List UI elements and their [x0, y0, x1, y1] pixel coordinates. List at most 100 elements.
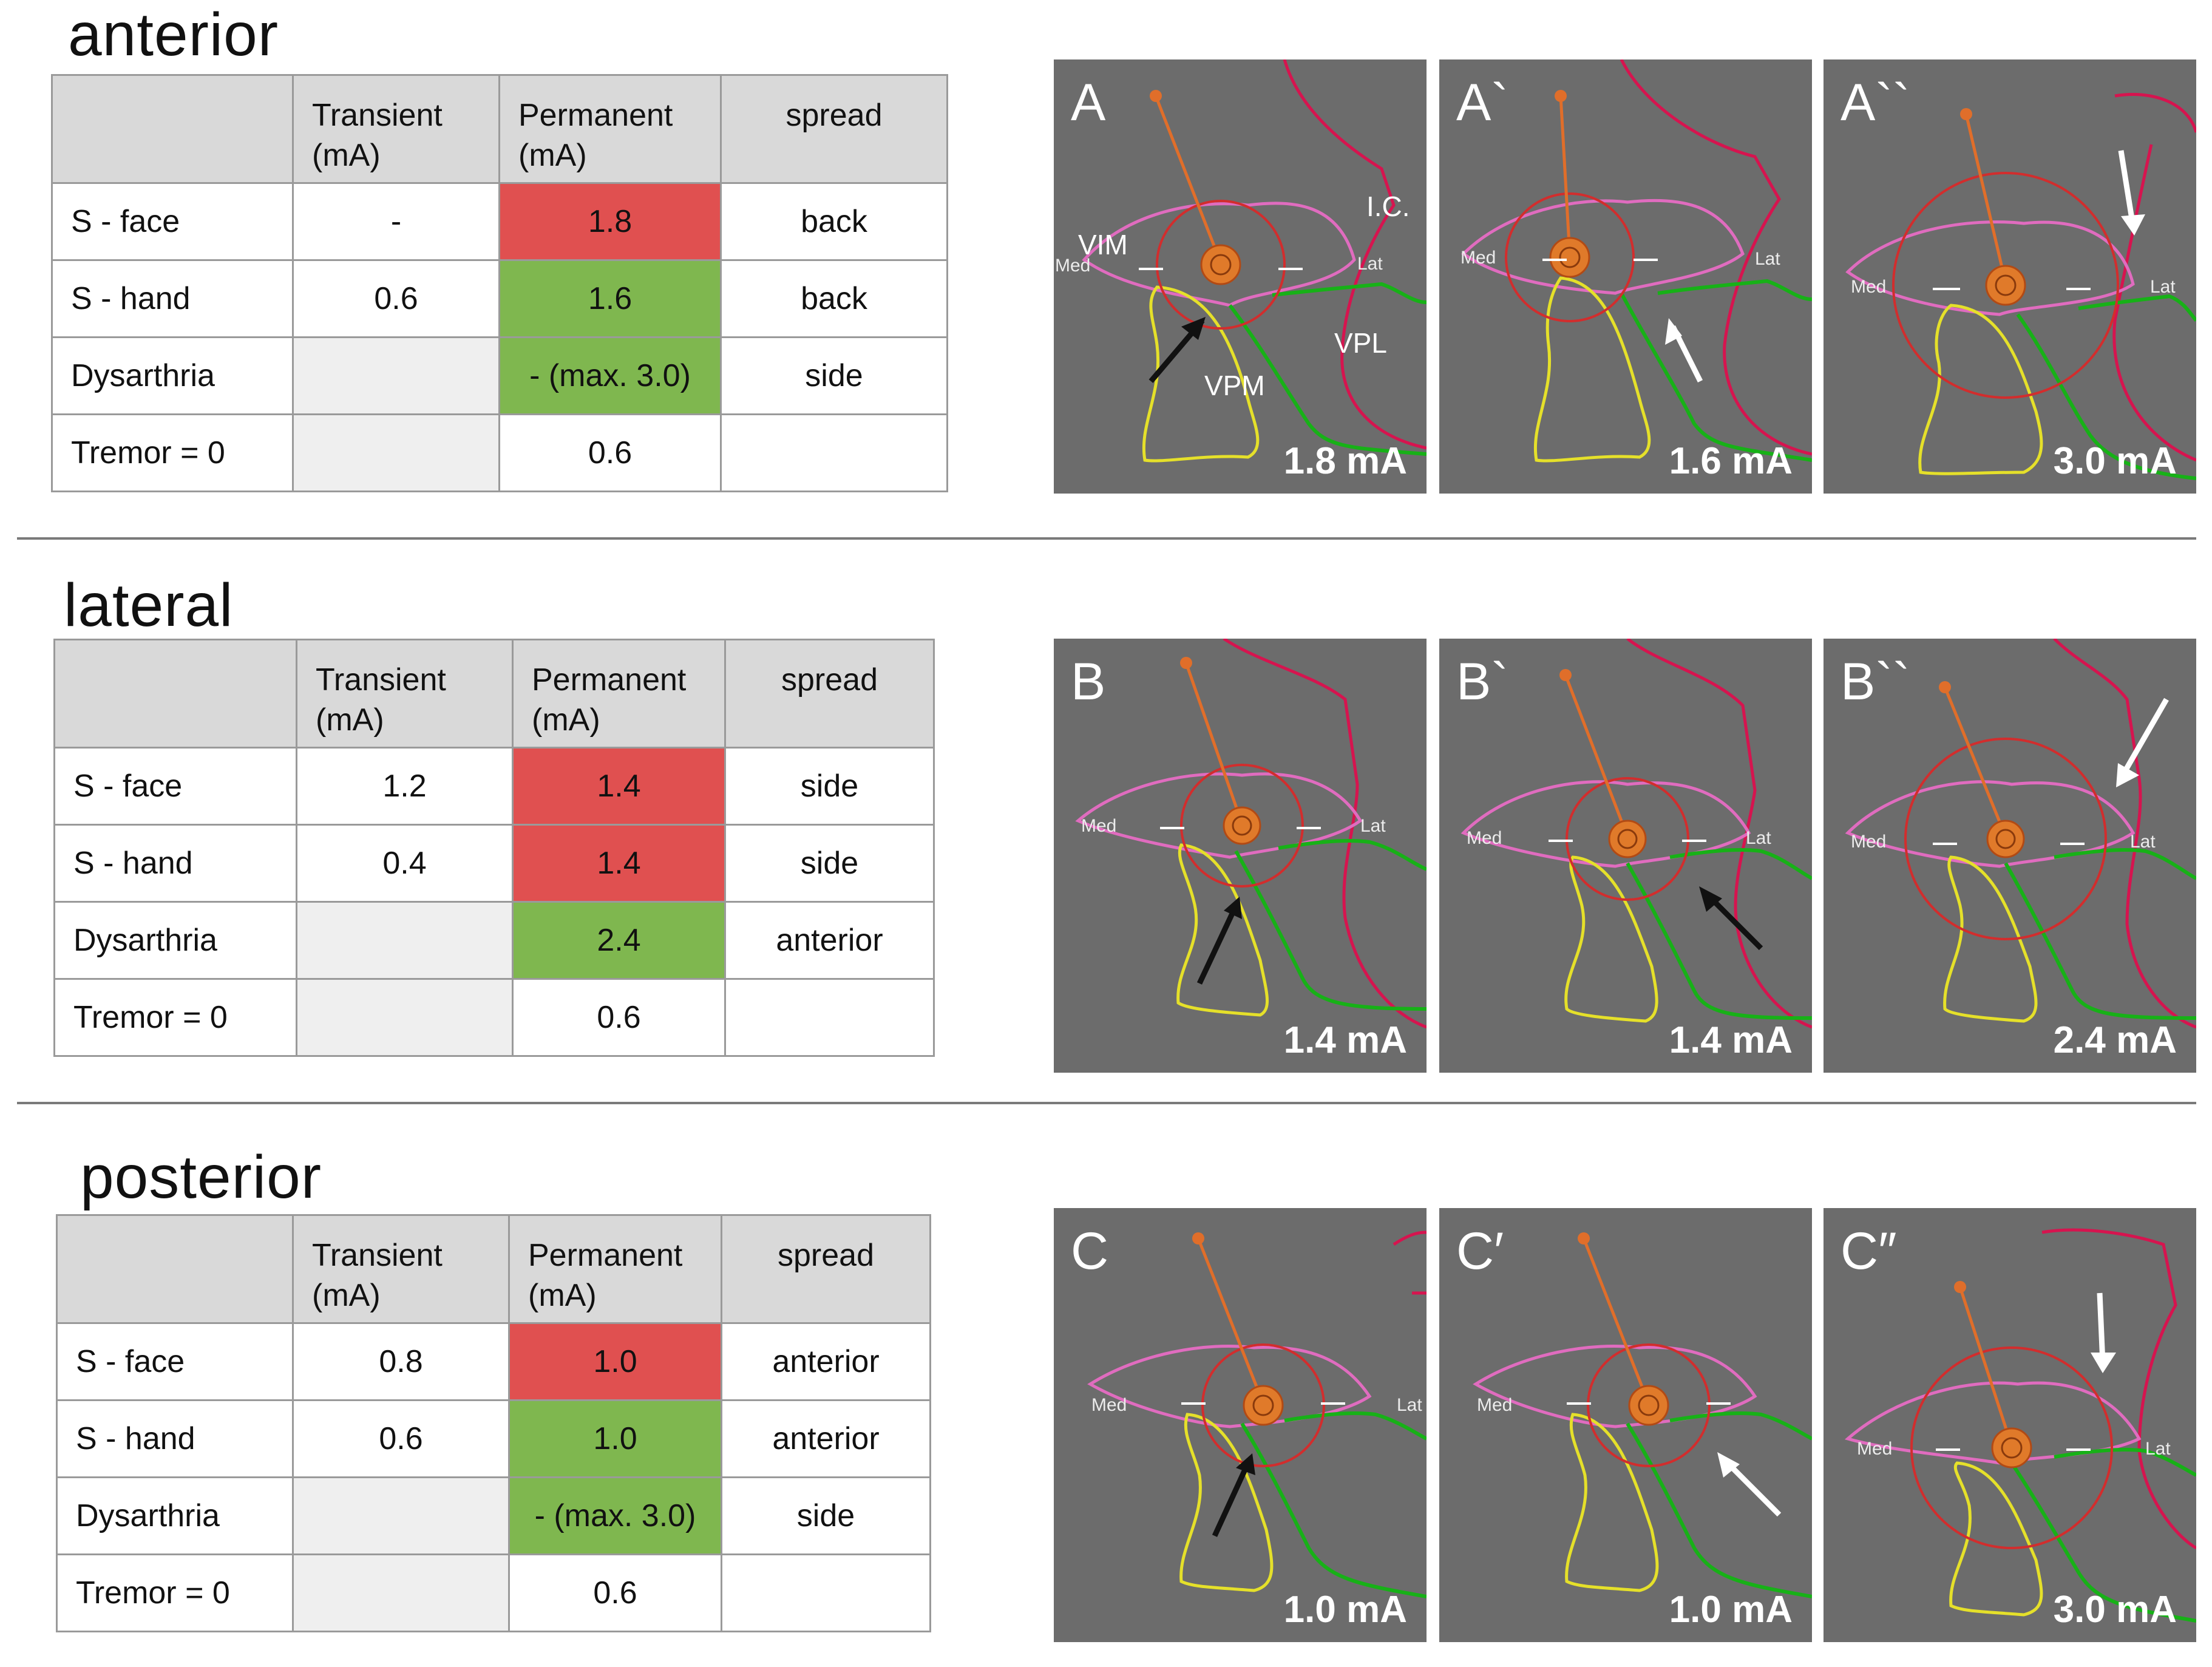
table-header-spread: spread: [721, 1214, 931, 1324]
label-vpl: VPL: [1334, 327, 1387, 359]
stim-current: 1.8 mA: [1283, 440, 1407, 482]
table-header-permanent: Permanent (mA): [498, 74, 722, 184]
table-header-empty: [56, 1214, 294, 1324]
stimulation-table-anterior: Transient (mA) Permanent (mA) spread S -…: [51, 74, 948, 492]
label-med: Med: [1857, 1439, 1893, 1459]
transient-value: [292, 336, 500, 415]
panel-A-double-prime: A`` Med Lat 3.0 mA: [1824, 59, 2196, 494]
stim-current: 1.0 mA: [1283, 1589, 1407, 1631]
row-label: S - hand: [51, 259, 294, 338]
transient-value: -: [292, 182, 500, 261]
row-label: S - face: [51, 182, 294, 261]
label-med: Med: [1461, 248, 1496, 268]
panel-drawing: [1844, 1228, 2196, 1623]
panel-drawing: [1473, 1232, 1812, 1598]
row-label: Dysarthria: [53, 901, 297, 980]
transient-value: [292, 1476, 510, 1555]
panel-A-prime: A` Med Lat 1.6 mA: [1439, 59, 1812, 494]
table-row: S - face - 1.8 back: [51, 182, 948, 261]
label-lat: Lat: [2145, 1439, 2171, 1459]
spread-value: [720, 413, 948, 492]
section-divider: [17, 1102, 2196, 1104]
panel-B-prime: B` Med Lat 1.4 mA: [1439, 639, 1812, 1073]
permanent-value: 0.6: [508, 1553, 722, 1632]
label-med: Med: [1467, 828, 1502, 848]
panel-label: B`: [1456, 653, 1508, 711]
spread-value: back: [720, 259, 948, 338]
table-row: Dysarthria 2.4 anterior: [53, 901, 935, 980]
label-vpm: VPM: [1204, 370, 1265, 401]
label-lat: Lat: [1357, 254, 1383, 274]
table-row: S - hand 0.6 1.0 anterior: [56, 1399, 931, 1478]
spread-value: side: [720, 336, 948, 415]
panel-drawing: [1075, 639, 1427, 1029]
label-med: Med: [1851, 277, 1887, 297]
stim-current: 3.0 mA: [2053, 1589, 2177, 1631]
transient-value: 0.6: [292, 259, 500, 338]
label-med: Med: [1055, 256, 1091, 276]
panel-B-double-prime: B`` Med Lat 2.4 mA: [1824, 639, 2196, 1073]
section-divider: [17, 537, 2196, 540]
label-lat: Lat: [2130, 832, 2156, 852]
row-label: S - hand: [56, 1399, 294, 1478]
permanent-value: 0.6: [498, 413, 722, 492]
permanent-value: 0.6: [512, 978, 726, 1057]
table-row: Tremor = 0 0.6: [56, 1553, 931, 1632]
label-med: Med: [1851, 832, 1887, 852]
table-header-empty: [51, 74, 294, 184]
label-lat: Lat: [1360, 816, 1386, 836]
stimulation-table-lateral: Transient (mA) Permanent (mA) spread S -…: [53, 639, 935, 1057]
label-ic: I.C.: [1366, 191, 1410, 222]
panel-label: C: [1071, 1222, 1109, 1280]
stim-current: 3.0 mA: [2053, 440, 2177, 482]
panel-drawing: [1087, 1231, 1427, 1598]
table-row: Dysarthria - (max. 3.0) side: [56, 1476, 931, 1555]
spread-value: anterior: [724, 901, 935, 980]
permanent-value: 1.4: [512, 824, 726, 903]
row-label: S - face: [56, 1322, 294, 1401]
panel-C-prime: C′ Med 1.0 mA: [1439, 1208, 1812, 1642]
spread-value: side: [721, 1476, 931, 1555]
permanent-value: 2.4: [512, 901, 726, 980]
permanent-value: 1.0: [508, 1322, 722, 1401]
permanent-value: 1.6: [498, 259, 722, 338]
spread-value: side: [724, 747, 935, 826]
label-med: Med: [1477, 1395, 1513, 1415]
spread-value: side: [724, 824, 935, 903]
table-row: S - hand 0.6 1.6 back: [51, 259, 948, 338]
table-header-transient: Transient (mA): [292, 74, 500, 184]
section-title-anterior: anterior: [68, 1, 279, 69]
row-label: Tremor = 0: [56, 1553, 294, 1632]
table-row: Dysarthria - (max. 3.0) side: [51, 336, 948, 415]
transient-value: 1.2: [296, 747, 514, 826]
permanent-value: 1.8: [498, 182, 722, 261]
stim-current: 2.4 mA: [2053, 1019, 2177, 1061]
spread-value: [724, 978, 935, 1057]
transient-value: 0.4: [296, 824, 514, 903]
row-label: S - hand: [53, 824, 297, 903]
label-vim: VIM: [1078, 229, 1128, 260]
panel-B: B Med Lat 1.4 mA: [1054, 639, 1427, 1073]
row-label: S - face: [53, 747, 297, 826]
spread-value: anterior: [721, 1399, 931, 1478]
panel-drawing: [1845, 639, 2196, 1029]
row-label: Tremor = 0: [53, 978, 297, 1057]
row-label: Dysarthria: [51, 336, 294, 415]
section-title-posterior: posterior: [80, 1143, 322, 1211]
label-lat: Lat: [1397, 1395, 1422, 1415]
panel-drawing: [1082, 59, 1427, 463]
label-med: Med: [1091, 1395, 1127, 1415]
spread-value: [721, 1553, 931, 1632]
table-header-spread: spread: [720, 74, 948, 184]
permanent-value: - (max. 3.0): [498, 336, 722, 415]
table-row: Tremor = 0 0.6: [51, 413, 948, 492]
row-label: Dysarthria: [56, 1476, 294, 1555]
panel-C-double-prime: C″ Med Lat 3.0 mA: [1824, 1208, 2196, 1642]
table-row: Tremor = 0 0.6: [53, 978, 935, 1057]
transient-value: 0.8: [292, 1322, 510, 1401]
panel-A: A VIM VPM VPL I.C. Med Lat 1.8 mA: [1054, 59, 1427, 494]
label-med: Med: [1081, 816, 1117, 836]
stim-current: 1.4 mA: [1283, 1019, 1407, 1061]
table-header-permanent: Permanent (mA): [512, 639, 726, 749]
permanent-value: 1.4: [512, 747, 726, 826]
